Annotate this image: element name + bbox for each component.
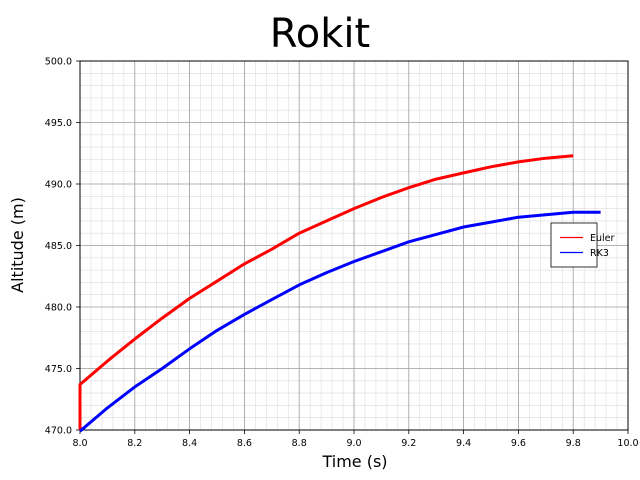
legend-label-euler: Euler	[590, 233, 615, 244]
x-tick-label: 8.6	[237, 438, 252, 449]
x-tick-label: 8.0	[72, 438, 87, 449]
series-line-rk3	[79, 210, 601, 433]
y-tick-label: 480.0	[45, 303, 72, 314]
series-lines	[78, 154, 601, 433]
series-line-euler	[78, 154, 574, 430]
y-tick-label: 475.0	[45, 364, 72, 375]
y-tick-label: 470.0	[45, 426, 72, 437]
x-tick-label: 8.4	[182, 438, 197, 449]
legend-label-rk3: RK3	[590, 248, 609, 259]
y-axis-ticks: 470.0 475.0 480.0 485.0 490.0 495.0 500.0	[45, 57, 80, 437]
x-tick-label: 8.2	[127, 438, 142, 449]
legend-box	[550, 222, 598, 268]
x-tick-label: 8.8	[292, 438, 307, 449]
x-tick-label: 10.0	[617, 438, 638, 449]
x-tick-label: 9.4	[456, 438, 471, 449]
x-axis-label: Time (s)	[321, 452, 387, 471]
legend: Euler RK3	[550, 222, 615, 268]
x-tick-label: 9.2	[401, 438, 416, 449]
y-tick-label: 500.0	[45, 57, 72, 68]
y-tick-label: 485.0	[45, 241, 72, 252]
x-axis-ticks: 8.0 8.2 8.4 8.6 8.8 9.0 9.2 9.4 9.6 9.8 10.0	[72, 430, 639, 449]
x-tick-label: 9.8	[566, 438, 581, 449]
chart-title: Rokit	[270, 11, 370, 57]
x-tick-label: 9.6	[511, 438, 526, 449]
y-tick-label: 495.0	[45, 118, 72, 129]
x-tick-label: 9.0	[346, 438, 361, 449]
y-axis-label: Altitude (m)	[8, 197, 27, 293]
y-tick-label: 490.0	[45, 180, 72, 191]
